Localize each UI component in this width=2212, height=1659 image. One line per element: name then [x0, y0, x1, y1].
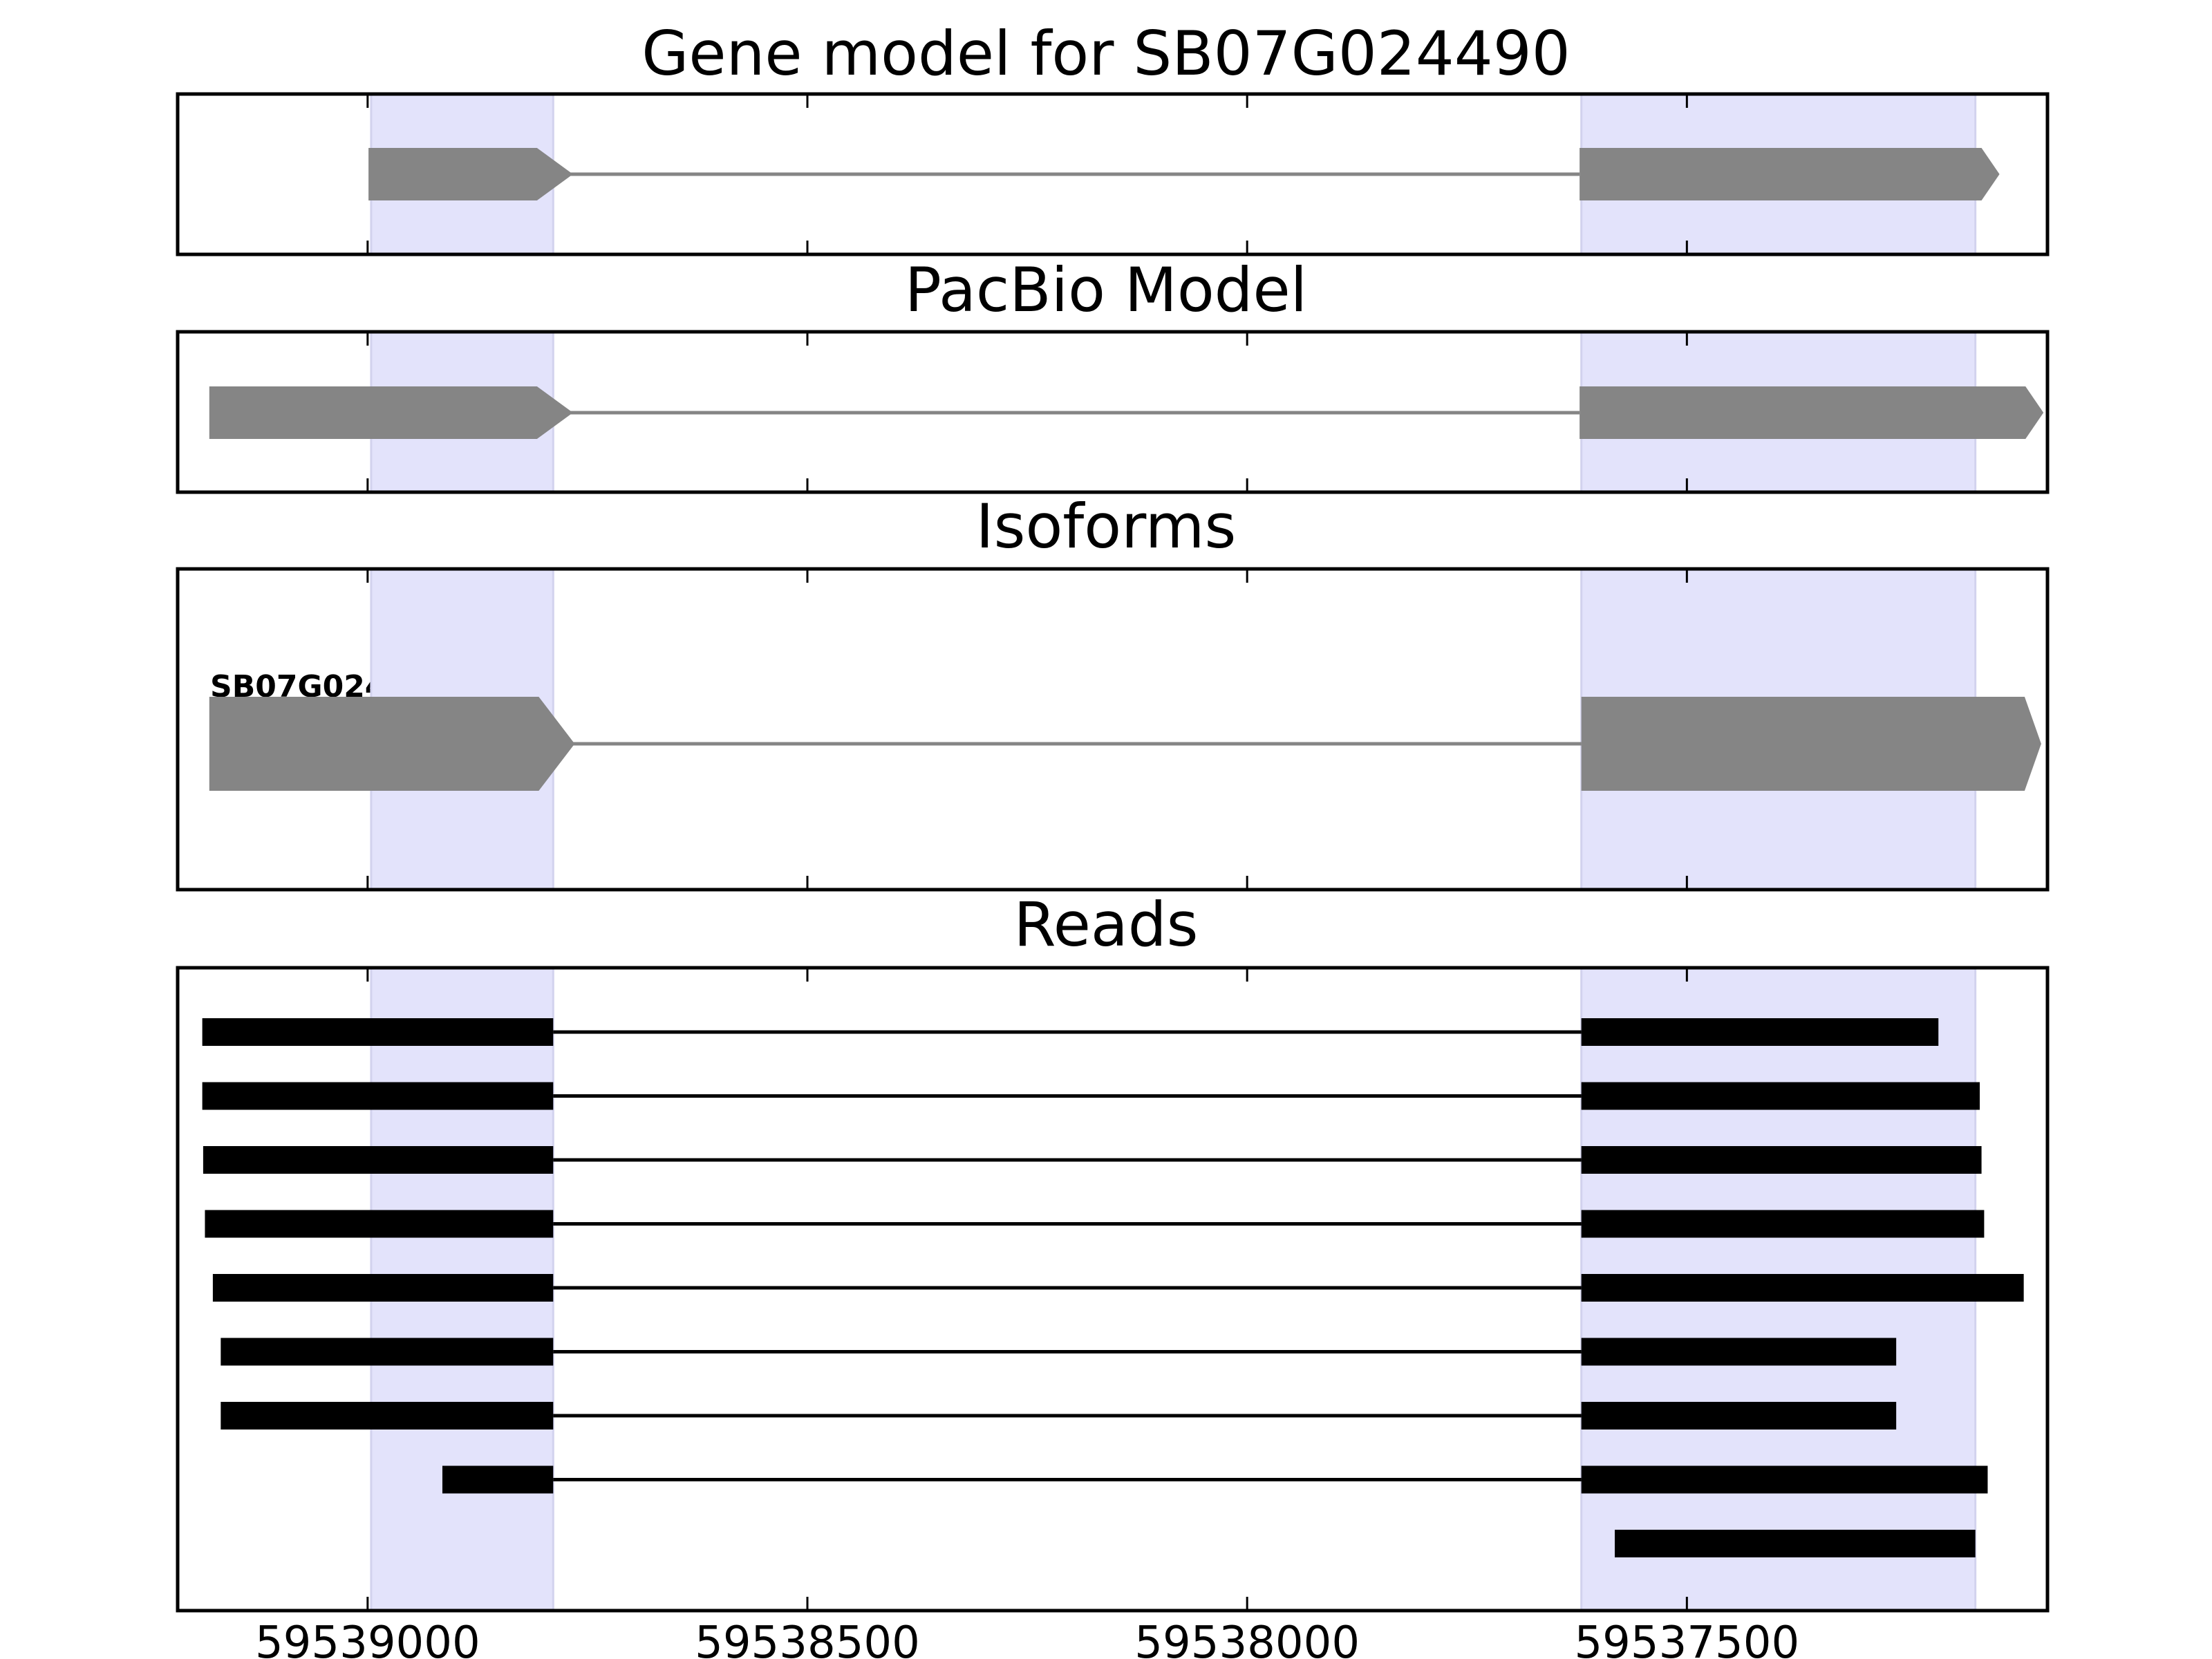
- read-row: [205, 1210, 1985, 1238]
- reads-plot: [176, 966, 2050, 1613]
- read-block: [1581, 1402, 1897, 1430]
- x-tick-label: 59537500: [1574, 1618, 1799, 1659]
- read-block: [1581, 1210, 1985, 1238]
- read-block: [1581, 1018, 1939, 1046]
- x-tick-label: 59538500: [695, 1618, 920, 1659]
- read-block: [221, 1402, 554, 1430]
- exon-block: [209, 386, 573, 439]
- isoforms-plot: [176, 567, 2050, 892]
- read-block: [1581, 1082, 1980, 1110]
- read-row: [212, 1274, 2024, 1302]
- read-block: [203, 1146, 554, 1174]
- x-tick-label: 59539000: [255, 1618, 480, 1659]
- read-block: [1581, 1465, 1988, 1494]
- panel-gene-model: Gene model for SB07G024490: [176, 18, 2050, 256]
- read-row: [1615, 1530, 1976, 1557]
- read-row: [221, 1402, 1897, 1430]
- isoforms-title: Isoforms: [976, 491, 1237, 562]
- panel-isoforms: Isoforms SB07G024490.1: [176, 491, 2050, 892]
- read-block: [202, 1082, 554, 1110]
- panel-frame: [176, 966, 2050, 1613]
- read-block: [205, 1210, 554, 1238]
- read-block: [202, 1018, 554, 1046]
- gene-model-title: Gene model for SB07G024490: [641, 18, 1571, 89]
- gene-model-plot: [176, 92, 2050, 256]
- read-block: [1581, 1146, 1982, 1174]
- panel-frame: [176, 92, 2050, 256]
- panel-frame: [176, 567, 2050, 892]
- read-block: [442, 1465, 554, 1494]
- read-block: [1581, 1274, 2024, 1302]
- read-block: [1615, 1530, 1976, 1557]
- exon-arrow: [1581, 697, 2041, 791]
- read-row: [202, 1018, 1939, 1046]
- x-tick-label: 59538000: [1134, 1618, 1360, 1659]
- read-block: [212, 1274, 554, 1302]
- exon-arrow: [1580, 386, 2044, 439]
- exon-block: [209, 697, 575, 791]
- panel-reads: Reads: [176, 889, 2050, 1613]
- read-row: [202, 1082, 1980, 1110]
- panel-frame: [176, 330, 2050, 494]
- x-axis-tick-labels: 59539000 59538500 59538000 59537500: [255, 1618, 1799, 1659]
- panel-pacbio-model: PacBio Model: [176, 254, 2050, 494]
- read-block: [1581, 1338, 1897, 1366]
- read-row: [221, 1338, 1897, 1366]
- exon-arrow: [1580, 148, 2000, 200]
- pacbio-model-title: PacBio Model: [905, 254, 1307, 326]
- pacbio-model-plot: [176, 330, 2050, 494]
- reads-title: Reads: [1014, 889, 1199, 960]
- exon-block: [368, 148, 573, 200]
- read-row: [203, 1146, 1982, 1174]
- read-block: [221, 1338, 554, 1366]
- read-row: [442, 1465, 1988, 1494]
